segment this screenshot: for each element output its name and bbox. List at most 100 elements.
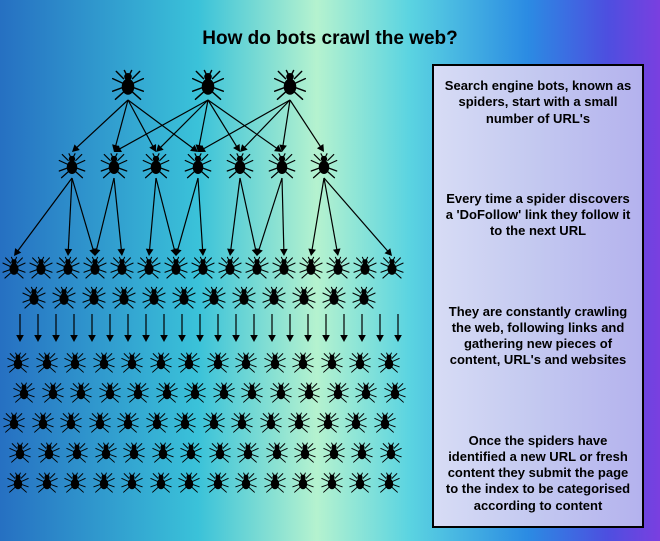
explanation-para-4: Once the spiders have identified a new U… <box>444 433 632 514</box>
spider-grid-4-8 <box>234 470 258 494</box>
spider-grid-1-7 <box>212 380 236 404</box>
spider-grid-2-13 <box>373 410 397 434</box>
spider-grid-4-11 <box>320 470 344 494</box>
spider-grid-2-5 <box>145 410 169 434</box>
spider-t3a-1 <box>28 254 54 280</box>
spider-grid-0-2 <box>63 350 87 374</box>
spider-grid-3-6 <box>179 440 203 464</box>
spider-t3a-6 <box>163 254 189 280</box>
spider-grid-3-11 <box>322 440 346 464</box>
spider-t3b-9 <box>291 284 317 310</box>
spider-grid-4-3 <box>92 470 116 494</box>
spider-grid-3-5 <box>151 440 175 464</box>
explanation-para-2: Every time a spider discovers a 'DoFollo… <box>444 191 632 240</box>
spider-grid-1-1 <box>41 380 65 404</box>
spider-t3a-14 <box>379 254 405 280</box>
spider-grid-4-6 <box>177 470 201 494</box>
spider-grid-0-13 <box>377 350 401 374</box>
spider-t3b-10 <box>321 284 347 310</box>
spider-grid-2-11 <box>316 410 340 434</box>
spider-grid-0-9 <box>263 350 287 374</box>
spider-grid-4-5 <box>149 470 173 494</box>
spider-grid-0-3 <box>92 350 116 374</box>
spider-grid-0-10 <box>291 350 315 374</box>
spider-t2-6 <box>309 150 339 180</box>
spider-grid-1-2 <box>69 380 93 404</box>
spider-grid-3-4 <box>122 440 146 464</box>
spider-grid-2-3 <box>88 410 112 434</box>
spider-grid-4-4 <box>120 470 144 494</box>
spider-grid-1-11 <box>326 380 350 404</box>
spider-grid-1-13 <box>383 380 407 404</box>
spider-grid-3-0 <box>8 440 32 464</box>
spider-t3a-0 <box>1 254 27 280</box>
spider-grid-0-0 <box>6 350 30 374</box>
spider-grid-0-11 <box>320 350 344 374</box>
spider-t3a-12 <box>325 254 351 280</box>
spider-grid-4-2 <box>63 470 87 494</box>
spider-t2-0 <box>57 150 87 180</box>
explanation-panel: Search engine bots, known as spiders, st… <box>432 64 644 528</box>
spider-t3a-5 <box>136 254 162 280</box>
spider-grid-2-12 <box>344 410 368 434</box>
spider-grid-2-7 <box>202 410 226 434</box>
spider-t3b-4 <box>141 284 167 310</box>
spider-grid-0-4 <box>120 350 144 374</box>
spider-grid-3-10 <box>293 440 317 464</box>
spider-grid-0-12 <box>348 350 372 374</box>
spider-t3b-0 <box>21 284 47 310</box>
page-title: How do bots crawl the web? <box>202 28 457 50</box>
spider-grid-1-12 <box>354 380 378 404</box>
spider-grid-4-9 <box>263 470 287 494</box>
spider-grid-4-7 <box>206 470 230 494</box>
spider-grid-4-1 <box>35 470 59 494</box>
spider-grid-3-8 <box>236 440 260 464</box>
spider-grid-0-1 <box>35 350 59 374</box>
spider-grid-0-8 <box>234 350 258 374</box>
spider-grid-0-6 <box>177 350 201 374</box>
spider-grid-4-10 <box>291 470 315 494</box>
spider-grid-1-0 <box>12 380 36 404</box>
spider-grid-3-1 <box>37 440 61 464</box>
spider-t3b-3 <box>111 284 137 310</box>
crawl-diagram <box>0 58 430 538</box>
spider-t3b-7 <box>231 284 257 310</box>
spider-t3b-8 <box>261 284 287 310</box>
spider-t3a-3 <box>82 254 108 280</box>
spider-t3a-7 <box>190 254 216 280</box>
spider-grid-3-12 <box>350 440 374 464</box>
spider-grid-3-9 <box>265 440 289 464</box>
spider-grid-2-1 <box>31 410 55 434</box>
spider-t3b-6 <box>201 284 227 310</box>
spider-t3b-2 <box>81 284 107 310</box>
spider-t1-0 <box>110 66 146 102</box>
spider-grid-3-13 <box>379 440 403 464</box>
spider-grid-4-13 <box>377 470 401 494</box>
spider-t3a-11 <box>298 254 324 280</box>
spider-t3a-9 <box>244 254 270 280</box>
spider-grid-1-9 <box>269 380 293 404</box>
spider-grid-3-7 <box>208 440 232 464</box>
spider-t3b-5 <box>171 284 197 310</box>
spider-grid-2-0 <box>2 410 26 434</box>
spider-grid-1-4 <box>126 380 150 404</box>
spider-t2-1 <box>99 150 129 180</box>
spider-t3a-8 <box>217 254 243 280</box>
spider-t2-3 <box>183 150 213 180</box>
spider-grid-3-3 <box>94 440 118 464</box>
spider-grid-1-5 <box>155 380 179 404</box>
spider-grid-2-6 <box>173 410 197 434</box>
spider-grid-2-8 <box>230 410 254 434</box>
spider-t2-5 <box>267 150 297 180</box>
spider-grid-1-10 <box>297 380 321 404</box>
spider-t2-2 <box>141 150 171 180</box>
explanation-para-1: Search engine bots, known as spiders, st… <box>444 78 632 127</box>
spider-t3b-11 <box>351 284 377 310</box>
spider-grid-2-10 <box>287 410 311 434</box>
spider-grid-0-7 <box>206 350 230 374</box>
explanation-para-3: They are constantly crawling the web, fo… <box>444 304 632 369</box>
spider-t2-4 <box>225 150 255 180</box>
spider-grid-3-2 <box>65 440 89 464</box>
spider-t3a-10 <box>271 254 297 280</box>
spider-t3a-4 <box>109 254 135 280</box>
